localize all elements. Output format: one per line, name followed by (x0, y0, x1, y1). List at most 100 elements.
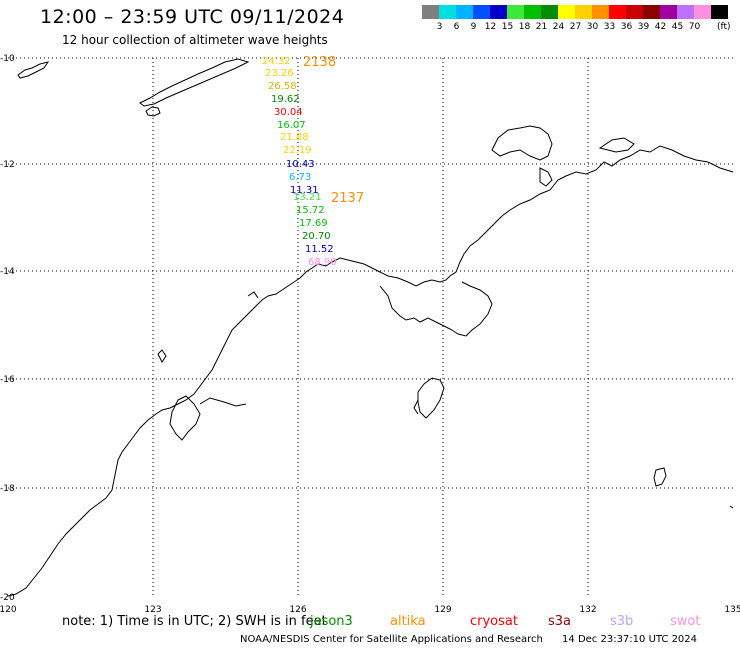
satellite-legend-item: swot (670, 614, 701, 629)
wave-height-label: 19.62 (271, 94, 300, 105)
wave-height-label: 21.88 (280, 132, 309, 143)
legend-swatch (473, 5, 490, 19)
lon-label: 120 (0, 605, 17, 615)
island-outline (157, 349, 167, 363)
wave-height-label: 68.90 (308, 257, 337, 268)
legend-label: 12 (484, 22, 497, 32)
australia-coastline (7, 145, 734, 597)
legend-swatch (575, 5, 592, 19)
map-title: 12:00 – 23:59 UTC 09/11/2024 (40, 6, 345, 28)
satellite-legend-item: altika (390, 614, 426, 629)
legend-swatch (439, 5, 456, 19)
wave-height-label: 6.73 (289, 172, 311, 183)
satellite-legend-item: s3b (610, 614, 634, 629)
lon-label: 132 (579, 605, 596, 615)
coast-detail (247, 291, 259, 299)
legend-swatch (558, 5, 575, 19)
lon-label: 123 (144, 605, 161, 615)
wave-height-label: 30.04 (274, 107, 303, 118)
credit-line: NOAA/NESDIS Center for Satellite Applica… (240, 634, 697, 645)
legend-label: 33 (603, 22, 616, 32)
wave-height-label: 13.21 (293, 192, 322, 203)
coastline (7, 58, 734, 597)
wave-height-label: 11.31 (290, 185, 319, 196)
legend-label: 27 (569, 22, 582, 32)
longitude-labels: 120 123 126 129 132 135 (0, 605, 740, 615)
legend-swatch (507, 5, 524, 19)
legend-label: 45 (671, 22, 684, 32)
legend-label: 39 (637, 22, 650, 32)
cobourg-outline (491, 125, 553, 161)
latitude-labels: -10 -12 -14 -16 -18 -20 (0, 54, 15, 603)
legend-swatch (643, 5, 660, 19)
timestamp: 14 Dec 23:37:10 UTC 2024 (562, 634, 698, 645)
lat-label: -14 (0, 267, 15, 277)
lat-label: -18 (0, 484, 15, 494)
legend-swatch (626, 5, 643, 19)
legend-swatch (660, 5, 677, 19)
kimberley-bay (169, 395, 201, 441)
lon-label: 126 (289, 605, 306, 615)
wave-height-label: 11.52 (305, 244, 334, 255)
wave-height-label: 15.72 (296, 205, 325, 216)
coast-detail (199, 397, 247, 407)
island-outline (17, 61, 50, 79)
wave-height-label: 22.19 (283, 145, 312, 156)
lon-label: 135 (724, 605, 740, 615)
lon-label: 129 (434, 605, 451, 615)
wave-height-label: 26.58 (268, 81, 297, 92)
island-outline (598, 137, 635, 153)
legend-swatch (541, 5, 558, 19)
satellite-legend-item: s3a (548, 614, 572, 629)
legend-label: 36 (620, 22, 633, 32)
legend-swatch (677, 5, 694, 19)
legend-swatch (524, 5, 541, 19)
satellite-legend-item: cryosat (470, 614, 518, 629)
coast-detail (413, 399, 419, 415)
legend-label: 15 (501, 22, 514, 32)
satellite-legend-item: jason3 (310, 614, 353, 629)
legend-swatch (609, 5, 626, 19)
map-grid (8, 57, 733, 597)
legend-swatch (456, 5, 473, 19)
map-subtitle: 12 hour collection of altimeter wave hei… (62, 33, 328, 47)
legend-unit: (ft) (717, 22, 731, 32)
legend-label: 9 (470, 22, 477, 32)
bay-coastline (379, 281, 493, 337)
legend-swatch (592, 5, 609, 19)
wave-height-label: 20.70 (302, 231, 331, 242)
footer-note: note: 1) Time is in UTC; 2) SWH is in fe… (62, 614, 327, 629)
wave-height-label: 16.07 (277, 120, 306, 131)
track-time-label: 2137 (331, 191, 364, 206)
legend-label: 3 (436, 22, 443, 32)
legend-label: 21 (535, 22, 548, 32)
island-outline (145, 106, 161, 117)
legend-swatch (694, 5, 711, 19)
wave-height-label: 24.32 (262, 56, 291, 67)
timor-outline (139, 58, 250, 107)
lat-label: -10 (0, 54, 15, 64)
legend-label: 70 (688, 22, 701, 32)
island-outline (539, 167, 553, 187)
coast-detail (729, 505, 734, 509)
legend-label: 30 (586, 22, 599, 32)
lat-label: -16 (0, 375, 15, 385)
lat-label: -12 (0, 160, 15, 170)
legend-label: 18 (518, 22, 531, 32)
legend-label: 42 (654, 22, 667, 32)
credit-text: NOAA/NESDIS Center for Satellite Applica… (240, 634, 543, 645)
legend-label: 6 (453, 22, 460, 32)
island-outline (417, 377, 445, 419)
wave-height-label: 10.43 (286, 159, 315, 170)
wave-height-label: 17.69 (299, 218, 328, 229)
legend-swatch (422, 5, 439, 19)
legend-swatch (490, 5, 507, 19)
legend-swatch (711, 5, 728, 19)
island-outline (653, 467, 667, 487)
wave-height-label: 23.26 (265, 68, 294, 79)
track-time-label: 2138 (303, 55, 336, 70)
legend-label: 24 (552, 22, 565, 32)
lat-label: -20 (0, 593, 15, 603)
